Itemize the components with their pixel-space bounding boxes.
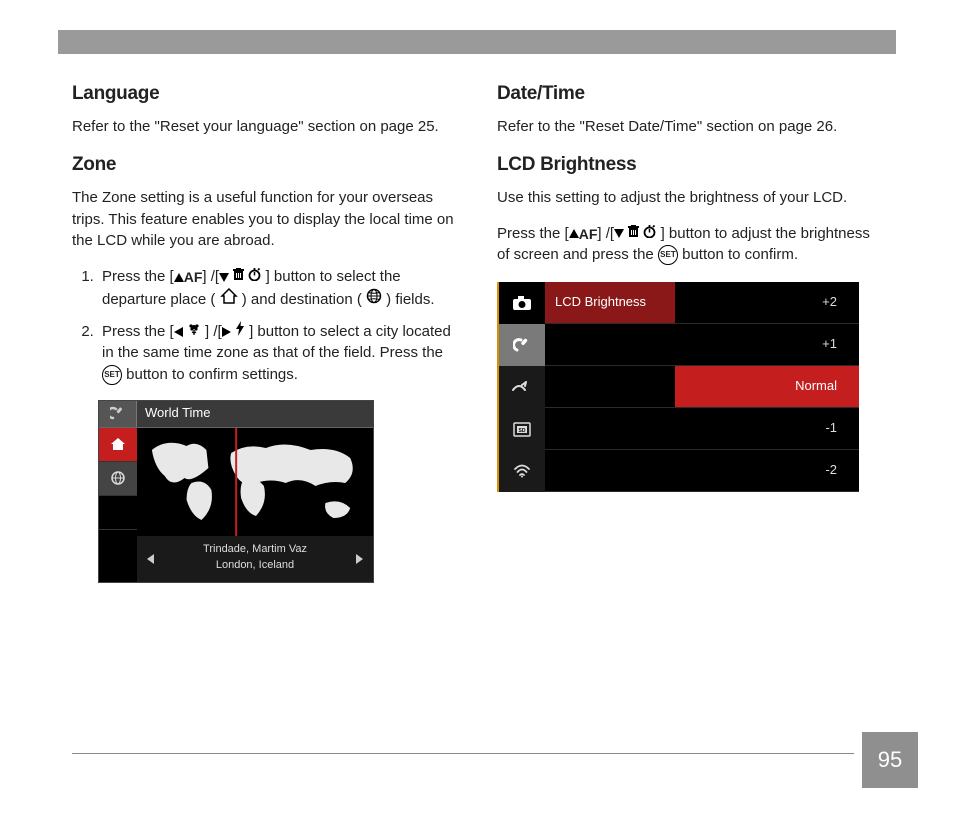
top-header-bar <box>58 30 896 54</box>
lcd-values-column: +2 +1 Normal -1 -2 <box>675 282 859 492</box>
lcd-brightness-screenshot: SD LCD Brightness +2 +1 Normal <box>497 282 859 492</box>
lcd-sidebar-wifi-icon[interactable] <box>499 450 545 492</box>
lcd-desc-b: ] /[ <box>597 225 614 242</box>
step2-text-d: button to confirm settings. <box>122 366 298 383</box>
world-time-body: Trindade, Martim Vaz London, Iceland <box>99 428 373 582</box>
lcd-sidebar-camera-icon[interactable] <box>499 282 545 324</box>
svg-text:SD: SD <box>519 428 526 434</box>
left-column: Language Refer to the "Reset your langua… <box>72 78 457 728</box>
lcd-option-minus2[interactable]: -2 <box>675 450 859 492</box>
lcd-desc-a: Press the [ <box>497 225 569 242</box>
world-time-location: Trindade, Martim Vaz London, Iceland <box>137 536 373 582</box>
lcd-sidebar-sd-icon[interactable]: SD <box>499 408 545 450</box>
page-number: 95 <box>862 732 918 788</box>
zone-step-1: Press the [AF] /[ ] button to select the… <box>98 266 457 311</box>
world-time-map-area: Trindade, Martim Vaz London, Iceland <box>137 428 373 582</box>
lcd-heading: LCD Brightness <box>497 151 882 179</box>
lcd-option-plus2[interactable]: +2 <box>675 282 859 324</box>
lcd-main: LCD Brightness +2 +1 Normal -1 -2 <box>545 282 859 492</box>
right-arrow-icon <box>222 327 231 337</box>
lcd-label-blank <box>545 450 675 492</box>
lcd-option-minus1[interactable]: -1 <box>675 408 859 450</box>
zone-steps: Press the [AF] /[ ] button to select the… <box>72 266 457 386</box>
world-time-prev-icon[interactable] <box>147 554 154 564</box>
af-label: AF <box>184 269 203 285</box>
language-heading: Language <box>72 80 457 108</box>
world-time-home-item[interactable] <box>99 428 137 462</box>
lcd-desc-d: button to confirm. <box>678 246 798 263</box>
lcd-sidebar-wrench-icon[interactable] <box>499 324 545 366</box>
world-time-title: World Time <box>137 404 211 423</box>
trash-icon <box>233 268 248 285</box>
step2-text-a: Press the [ <box>102 323 174 340</box>
lcd-label-blank <box>545 366 675 408</box>
world-time-header: World Time <box>99 401 373 428</box>
up-arrow-icon <box>174 273 184 282</box>
world-time-location-line2: London, Iceland <box>137 558 373 574</box>
zone-heading: Zone <box>72 151 457 179</box>
world-time-blank-item <box>99 496 137 530</box>
step2-text-b: ] /[ <box>205 323 222 340</box>
step1-text-d: ) and destination ( <box>242 291 362 308</box>
lcd-option-plus1[interactable]: +1 <box>675 324 859 366</box>
zone-step-2: Press the [ ] /[ ] button to select a ci… <box>98 321 457 386</box>
trash-icon <box>628 225 643 242</box>
lcd-label-blank <box>545 408 675 450</box>
world-time-tab-icon <box>99 401 137 427</box>
right-column: Date/Time Refer to the "Reset Date/Time"… <box>497 78 882 728</box>
world-time-next-icon[interactable] <box>356 554 363 564</box>
world-time-screenshot: World Time <box>98 400 374 583</box>
lcd-option-normal[interactable]: Normal <box>675 366 859 408</box>
step1-text-b: ] /[ <box>202 268 219 285</box>
world-map-icon <box>137 428 373 536</box>
lcd-labels-column: LCD Brightness <box>545 282 675 492</box>
step1-text-a: Press the [ <box>102 268 174 285</box>
lcd-sidebar: SD <box>499 282 545 492</box>
footer-divider <box>72 753 854 754</box>
globe-icon <box>362 291 386 308</box>
left-arrow-icon <box>174 327 183 337</box>
up-arrow-icon <box>569 229 579 238</box>
lcd-label-blank <box>545 324 675 366</box>
step1-text-e: ) fields. <box>386 291 434 308</box>
timer-icon <box>643 225 660 242</box>
set-button-icon: SET <box>658 245 678 265</box>
lcd-menu-label[interactable]: LCD Brightness <box>545 282 675 324</box>
set-button-icon: SET <box>102 365 122 385</box>
lcd-intro: Use this setting to adjust the brightnes… <box>497 187 882 209</box>
page-content: Language Refer to the "Reset your langua… <box>72 78 882 728</box>
world-time-globe-item[interactable] <box>99 462 137 496</box>
world-time-location-line1: Trindade, Martim Vaz <box>137 542 373 558</box>
lcd-desc: Press the [AF] /[ ] button to adjust the… <box>497 223 882 267</box>
language-text: Refer to the "Reset your language" secti… <box>72 116 457 138</box>
down-arrow-icon <box>219 273 229 282</box>
macro-flower-icon <box>183 323 205 340</box>
datetime-heading: Date/Time <box>497 80 882 108</box>
lcd-sidebar-connection-icon[interactable] <box>499 366 545 408</box>
af-label: AF <box>579 225 598 241</box>
zone-intro: The Zone setting is a useful function fo… <box>72 187 457 252</box>
datetime-text: Refer to the "Reset Date/Time" section o… <box>497 116 882 138</box>
down-arrow-icon <box>614 229 624 238</box>
flash-icon <box>231 323 249 340</box>
timer-icon <box>248 268 265 285</box>
world-time-sidebar <box>99 428 137 582</box>
home-icon <box>215 291 241 308</box>
